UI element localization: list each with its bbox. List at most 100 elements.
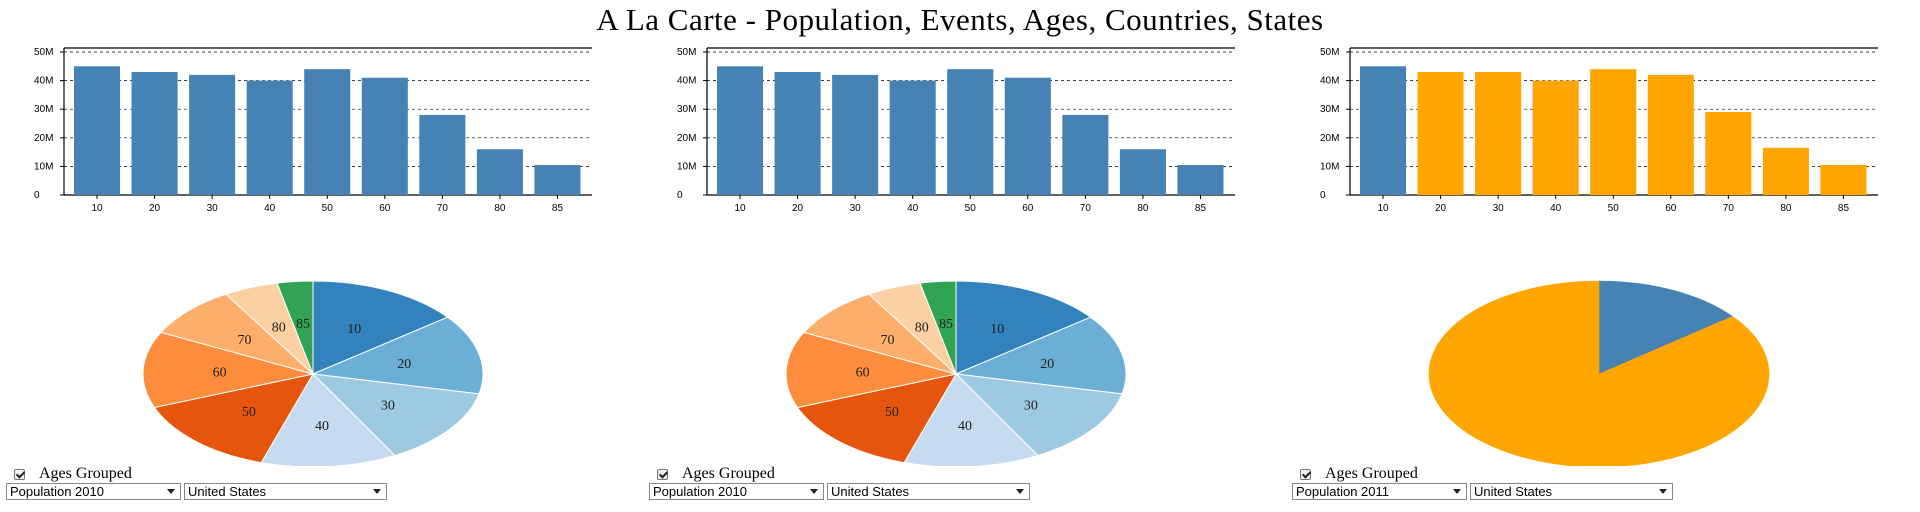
- x-tick-label: 40: [1550, 203, 1562, 214]
- chevron-down-icon: [810, 489, 818, 494]
- ages-grouped-toggle[interactable]: Ages Grouped: [657, 465, 775, 482]
- bar[interactable]: [774, 72, 821, 195]
- pie-label: 85: [296, 317, 310, 332]
- bar[interactable]: [361, 77, 408, 195]
- pie-slice[interactable]: [311, 316, 484, 395]
- panel-2-controls: Ages Grouped Population 2010 United Stat…: [649, 465, 1069, 512]
- bar[interactable]: [189, 74, 236, 195]
- y-tick-label: 50M: [677, 47, 696, 58]
- x-tick-label: 40: [264, 203, 276, 214]
- bar[interactable]: [1177, 164, 1224, 195]
- bar[interactable]: [534, 164, 581, 195]
- pie-slice[interactable]: [142, 331, 314, 409]
- pie-slice[interactable]: [1445, 293, 1600, 375]
- ages-grouped-checkbox[interactable]: [1300, 468, 1311, 480]
- pie-label: 40: [958, 419, 972, 434]
- pie-slice[interactable]: [954, 373, 1123, 457]
- bar[interactable]: [1475, 72, 1522, 195]
- y-tick-label: 40M: [1320, 76, 1339, 87]
- x-tick-label: 10: [1377, 203, 1389, 214]
- bar[interactable]: [717, 66, 764, 195]
- pie-label: 70: [880, 333, 894, 348]
- country-select-value: United States: [1474, 484, 1553, 499]
- page-title: A La Carte - Population, Events, Ages, C…: [596, 2, 1324, 37]
- bar[interactable]: [131, 72, 178, 195]
- bar[interactable]: [1360, 66, 1407, 195]
- bar[interactable]: [947, 69, 994, 195]
- pie-slice[interactable]: [803, 293, 957, 375]
- y-tick-label: 0: [1320, 190, 1326, 201]
- pie-slice[interactable]: [1441, 373, 1600, 464]
- metric-select[interactable]: Population 2010: [6, 483, 181, 500]
- y-tick-label: 20M: [677, 133, 696, 144]
- bar[interactable]: [246, 80, 293, 195]
- chevron-down-icon: [373, 489, 381, 494]
- bar[interactable]: [832, 74, 879, 195]
- pie-slice[interactable]: [276, 280, 314, 375]
- bar[interactable]: [1417, 72, 1464, 195]
- pie-slice[interactable]: [1428, 333, 1600, 411]
- bar[interactable]: [1705, 112, 1752, 195]
- pie-slice[interactable]: [311, 373, 480, 457]
- pie-slice[interactable]: [919, 280, 957, 375]
- x-tick-label: 60: [1022, 203, 1034, 214]
- bar[interactable]: [1532, 80, 1579, 195]
- bar[interactable]: [304, 69, 351, 195]
- country-select[interactable]: United States: [184, 483, 387, 500]
- x-tick-label: 20: [1435, 203, 1447, 214]
- bar[interactable]: [1062, 114, 1109, 195]
- country-select-value: United States: [188, 484, 267, 499]
- chevron-down-icon: [1016, 489, 1024, 494]
- pie-slice[interactable]: [160, 293, 314, 375]
- y-tick-label: 20M: [1320, 133, 1339, 144]
- pie-slice[interactable]: [954, 316, 1127, 395]
- country-select[interactable]: United States: [827, 483, 1030, 500]
- pie-slice[interactable]: [796, 373, 958, 464]
- pie-label: 60: [856, 366, 870, 381]
- pie-slice[interactable]: [260, 373, 396, 466]
- x-tick-label: 60: [379, 203, 391, 214]
- x-tick-label: 30: [1493, 203, 1505, 214]
- metric-select-value: Population 2010: [653, 484, 747, 499]
- pie-slice[interactable]: [955, 280, 1092, 375]
- ages-grouped-toggle[interactable]: Ages Grouped: [1300, 465, 1418, 482]
- pie-slice[interactable]: [1549, 373, 1683, 466]
- metric-select[interactable]: Population 2010: [649, 483, 824, 500]
- bar[interactable]: [74, 66, 121, 195]
- bar[interactable]: [419, 114, 466, 195]
- bar[interactable]: [1820, 164, 1867, 195]
- metric-select[interactable]: Population 2011: [1292, 483, 1467, 500]
- bar[interactable]: [1004, 77, 1051, 195]
- pie-slice[interactable]: [312, 280, 449, 375]
- pie-label: 30: [381, 399, 395, 414]
- pie-slice[interactable]: [1563, 280, 1600, 375]
- panel-1-controls: Ages Grouped Population 2010 United Stat…: [6, 465, 426, 512]
- pie-slice[interactable]: [903, 373, 1039, 466]
- bar[interactable]: [1590, 69, 1637, 195]
- bar[interactable]: [1762, 147, 1809, 195]
- pie-slice[interactable]: [785, 331, 957, 409]
- pie-slice[interactable]: [1597, 316, 1770, 393]
- bar-chart-2: 0 10M 20M 30M 40M 50M 10 20 30 40 50 60 70 80 85: [677, 47, 1235, 214]
- pie-label: 30: [1024, 399, 1038, 414]
- pie-label: 20: [1040, 357, 1054, 372]
- x-tick-label: 20: [149, 203, 161, 214]
- metric-select-value: Population 2011: [1296, 484, 1390, 499]
- bar[interactable]: [1119, 149, 1166, 195]
- bar[interactable]: [1647, 74, 1694, 195]
- pie-slice[interactable]: [153, 373, 315, 464]
- y-tick-label: 10M: [1320, 161, 1339, 172]
- pie-slice[interactable]: [1598, 373, 1767, 456]
- pie-label: 80: [915, 320, 929, 335]
- pie-slice[interactable]: [1598, 280, 1734, 375]
- country-select[interactable]: United States: [1470, 483, 1673, 500]
- bar[interactable]: [476, 149, 523, 195]
- bar[interactable]: [889, 80, 936, 195]
- pie-chart-1: 10 20 30 40 50 60 70 80 85: [142, 280, 484, 466]
- panel-3-controls: Ages Grouped Population 2011 United Stat…: [1292, 465, 1712, 512]
- ages-grouped-checkbox[interactable]: [657, 468, 668, 480]
- chevron-down-icon: [1659, 489, 1667, 494]
- ages-grouped-checkbox[interactable]: [14, 468, 25, 480]
- ages-grouped-toggle[interactable]: Ages Grouped: [14, 465, 132, 482]
- dashboard-panel-3: 0 10M 20M 30M 40M 50M 10 20 30 40 50 60 70 80 85 Ages …: [1286, 46, 1920, 512]
